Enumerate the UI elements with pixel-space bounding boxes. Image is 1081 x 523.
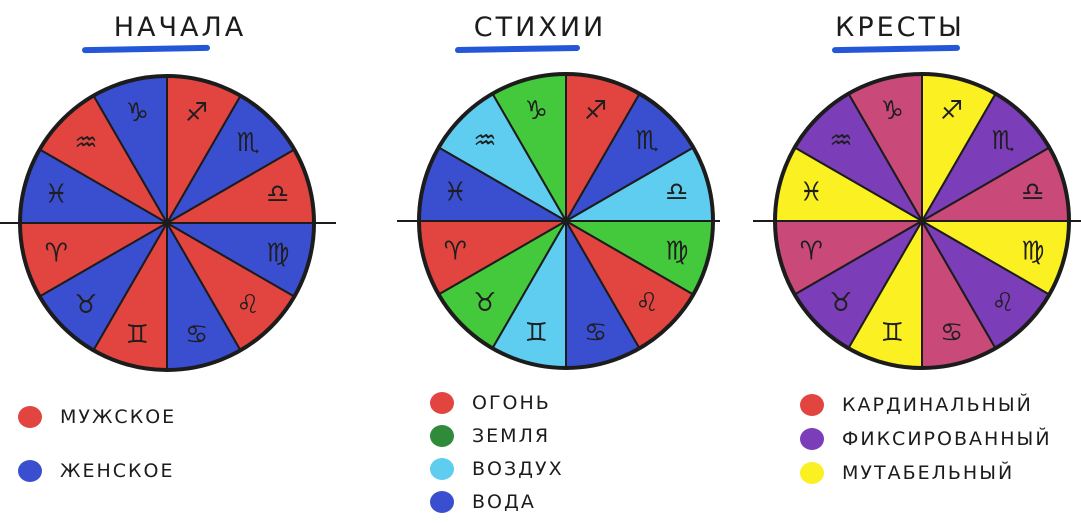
virgo-icon: ♍	[266, 239, 289, 269]
legend-item: ВОДА	[430, 491, 536, 513]
zodiac-wheel: ♈♉ ♊ ♋ ♌♍ ♎♏ ♐ ♑ ♒♓	[397, 72, 720, 370]
aquarius-icon: ♒	[829, 126, 852, 156]
aries-icon: ♈	[444, 237, 467, 267]
legend-label: КАРДИНАЛЬНЫЙ	[842, 394, 1033, 416]
legend-item: ЗЕМЛЯ	[430, 425, 550, 447]
legend-label: ОГОНЬ	[472, 392, 551, 414]
taurus-icon: ♉	[829, 288, 852, 318]
gemini-icon: ♊	[525, 318, 548, 348]
legend-swatch	[430, 392, 454, 414]
sagittarius-icon: ♐	[584, 96, 607, 126]
capricorn-icon: ♑	[126, 98, 149, 128]
legend-item: ОГОНЬ	[430, 392, 551, 414]
scorpio-icon: ♏	[991, 126, 1014, 156]
gemini-icon: ♊	[126, 320, 149, 350]
aquarius-icon: ♒	[473, 126, 496, 156]
cancer-icon: ♋	[185, 320, 208, 350]
pisces-icon: ♓	[45, 179, 68, 209]
virgo-icon: ♍	[1021, 237, 1044, 267]
capricorn-icon: ♑	[881, 96, 904, 126]
leo-icon: ♌	[991, 288, 1014, 318]
panel-crosses: КРЕСТЫ ♈ ♉ ♊ ♋ ♌ ♍ ♎ ♏ ♐ ♑ ♒ ♓ КАРДИНАЛЬНЫЙ ФИКСИРОВ…	[720, 0, 1081, 523]
legend-item: КАРДИНАЛЬНЫЙ	[800, 394, 1033, 416]
legend-label: МУТАБЕЛЬНЫЙ	[842, 462, 1015, 484]
legend-label: ВОЗДУХ	[472, 458, 564, 480]
aries-icon: ♈	[45, 239, 68, 269]
taurus-icon: ♉	[473, 288, 496, 318]
virgo-icon: ♍	[665, 237, 688, 267]
capricorn-icon: ♑	[525, 96, 548, 126]
legend-swatch	[800, 394, 824, 416]
pisces-icon: ♓	[444, 177, 467, 207]
aquarius-icon: ♒	[74, 128, 97, 158]
taurus-icon: ♉	[74, 290, 97, 320]
legend-label: ФИКСИРОВАННЫЙ	[842, 428, 1052, 450]
legend-item: МУТАБЕЛЬНЫЙ	[800, 462, 1014, 484]
pisces-icon: ♓	[800, 177, 823, 207]
panel-title: СТИХИИ	[473, 12, 607, 43]
legend-swatch	[18, 406, 42, 428]
scorpio-icon: ♏	[635, 126, 658, 156]
gemini-icon: ♊	[881, 318, 904, 348]
sagittarius-icon: ♐	[185, 98, 208, 128]
legend-label: ВОДА	[472, 491, 536, 513]
legend-label: ЖЕНСКОЕ	[60, 460, 175, 482]
legend-swatch	[430, 425, 454, 447]
panel-title: НАЧАЛА	[113, 12, 247, 43]
aries-icon: ♈	[800, 237, 823, 267]
cancer-icon: ♋	[584, 318, 607, 348]
legend-item: ЖЕНСКОЕ	[18, 460, 174, 482]
legend-swatch	[430, 491, 454, 513]
sagittarius-icon: ♐	[940, 96, 963, 126]
legend-swatch	[800, 462, 824, 484]
panel-principles: НАЧАЛА ♈ ♉ ♊ ♋ ♌ ♍ ♎ ♏ ♐ ♑ ♒ ♓ МУЖСКОЕ ЖЕНСКОЕ	[0, 0, 360, 523]
libra-icon: ♎	[266, 179, 289, 209]
legend-swatch	[430, 458, 454, 480]
legend-label: ЗЕМЛЯ	[472, 425, 551, 447]
legend-item: МУЖСКОЕ	[18, 406, 176, 428]
panel-title: КРЕСТЫ	[835, 12, 965, 43]
legend-swatch	[18, 460, 42, 482]
leo-icon: ♌	[635, 288, 658, 318]
libra-icon: ♎	[665, 177, 688, 207]
scorpio-icon: ♏	[236, 128, 259, 158]
legend-label: МУЖСКОЕ	[60, 406, 177, 428]
zodiac-wheel: ♈♉ ♊ ♋ ♌♍ ♎♏ ♐ ♑ ♒♓	[0, 74, 336, 372]
cancer-icon: ♋	[940, 318, 963, 348]
panel-elements: СТИХИИ ♈ ♉ ♊ ♋ ♌ ♍ ♎ ♏ ♐ ♑ ♒ ♓ ОГОНЬ ЗЕМЛЯ ВОЗДУХ ВОДА	[360, 0, 720, 523]
legend-swatch	[800, 428, 824, 450]
leo-icon: ♌	[236, 290, 259, 320]
zodiac-wheel: ♈♉ ♊ ♋ ♌♍ ♎♏ ♐ ♑ ♒♓	[753, 72, 1081, 370]
legend-item: ВОЗДУХ	[430, 458, 564, 480]
legend-item: ФИКСИРОВАННЫЙ	[800, 428, 1052, 450]
libra-icon: ♎	[1021, 177, 1044, 207]
